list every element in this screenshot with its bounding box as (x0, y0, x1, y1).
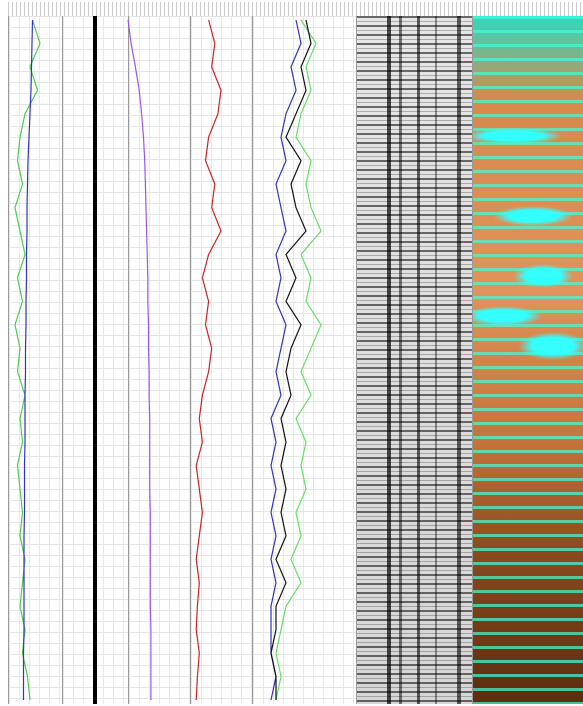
log-curve (15, 20, 40, 700)
log-curve (276, 20, 321, 700)
curves (0, 0, 583, 706)
log-curve (196, 20, 221, 700)
log-curve (271, 20, 301, 700)
log-curve (128, 20, 151, 700)
log-curve (24, 20, 33, 700)
well-log-view (0, 0, 583, 706)
